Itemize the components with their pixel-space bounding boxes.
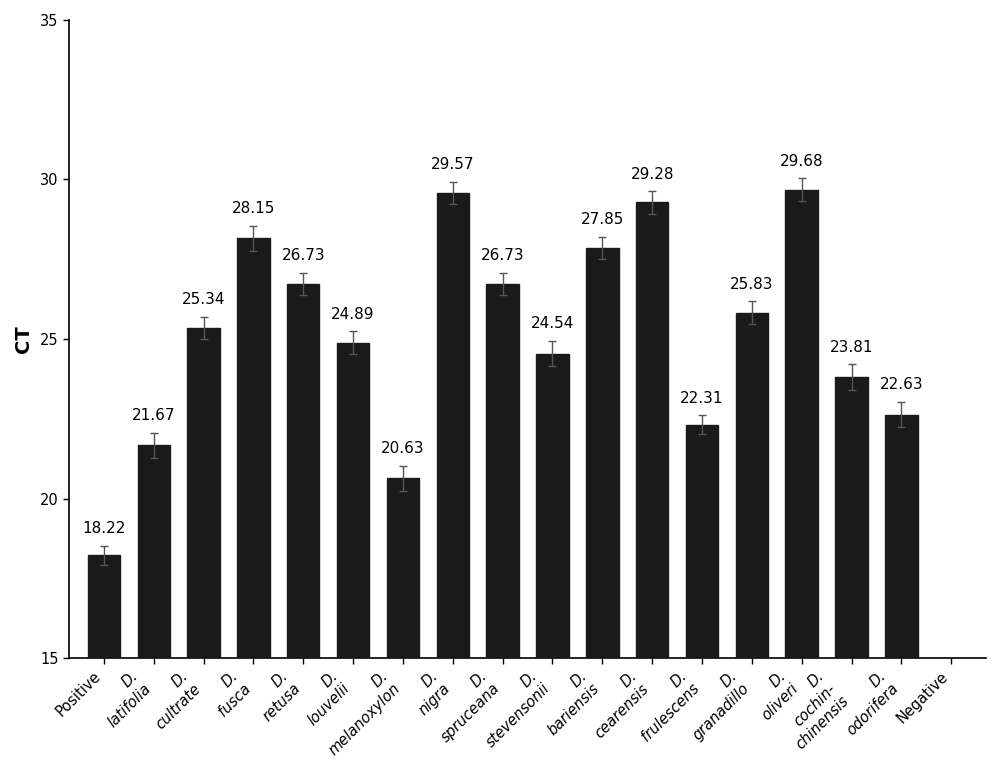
Bar (736, 313, 768, 659)
Bar (237, 239, 270, 659)
Bar (88, 555, 120, 659)
Text: 21.67: 21.67 (132, 408, 175, 423)
Bar (686, 425, 718, 659)
Text: 23.81: 23.81 (830, 340, 873, 354)
Text: 27.85: 27.85 (581, 212, 624, 227)
Text: 28.15: 28.15 (232, 201, 275, 216)
Bar (586, 248, 619, 659)
Text: 24.54: 24.54 (531, 317, 574, 331)
Y-axis label: CT: CT (14, 325, 33, 353)
Bar (835, 377, 868, 659)
Bar (287, 284, 319, 659)
Text: 26.73: 26.73 (281, 248, 325, 263)
Bar (187, 328, 220, 659)
Bar (935, 659, 967, 772)
Bar (785, 190, 818, 659)
Text: 29.57: 29.57 (431, 157, 475, 172)
Text: 25.34: 25.34 (182, 293, 225, 307)
Bar (885, 415, 918, 659)
Bar (636, 202, 668, 659)
Bar (337, 343, 369, 659)
Text: 26.73: 26.73 (481, 248, 524, 263)
Text: 18.22: 18.22 (82, 521, 126, 537)
Bar (437, 193, 469, 659)
Text: 24.89: 24.89 (331, 306, 375, 322)
Text: 29.68: 29.68 (780, 154, 824, 169)
Bar (387, 479, 419, 659)
Text: 29.28: 29.28 (630, 167, 674, 181)
Text: 25.83: 25.83 (730, 277, 774, 292)
Bar (536, 354, 569, 659)
Text: 22.31: 22.31 (680, 391, 724, 406)
Bar (486, 284, 519, 659)
Text: 20.63: 20.63 (381, 441, 425, 456)
Text: 22.63: 22.63 (880, 378, 923, 392)
Bar (138, 445, 170, 659)
